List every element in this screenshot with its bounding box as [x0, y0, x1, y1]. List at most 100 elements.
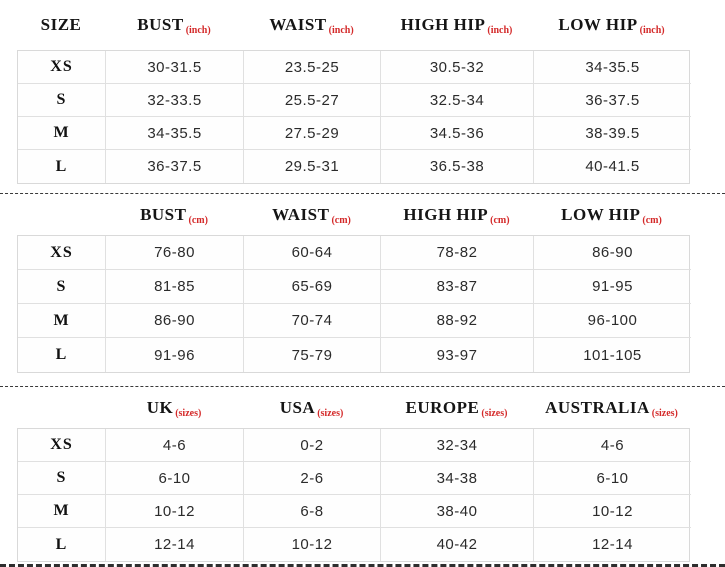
data-cell: 6-10 — [106, 462, 244, 495]
data-cell: 30.5-32 — [381, 51, 534, 84]
unit-label: (sizes) — [175, 407, 202, 419]
data-cell: 34-38 — [381, 462, 534, 495]
header-label: USA — [279, 397, 316, 417]
data-cell: 93-97 — [381, 338, 534, 372]
data-cell: 70-74 — [244, 304, 381, 338]
data-cell: 36.5-38 — [381, 150, 534, 183]
data-cell: 86-90 — [534, 236, 691, 270]
section-cm: BUST (cm) WAIST (cm) HIGH HIP (cm) LOW HIP(… — [0, 194, 725, 373]
header-label: BUST — [140, 204, 187, 224]
size-cell: L — [18, 528, 106, 561]
unit-label: (cm) — [331, 214, 351, 226]
data-cell: 23.5-25 — [244, 51, 381, 84]
column-header-waist-inch: WAIST (inch) — [243, 15, 380, 36]
unit-label: (sizes) — [317, 407, 344, 419]
size-cell: S — [18, 270, 106, 304]
data-cell: 6-8 — [244, 495, 381, 528]
size-cell: XS — [18, 429, 106, 462]
unit-label: (sizes) — [481, 407, 508, 419]
data-cell: 75-79 — [244, 338, 381, 372]
column-header-lowhip-cm: LOW HIP (cm) — [533, 204, 690, 226]
data-cell: 0-2 — [244, 429, 381, 462]
data-cell: 10-12 — [244, 528, 381, 561]
data-cell: 88-92 — [381, 304, 534, 338]
unit-label: (inch) — [639, 25, 665, 36]
header-row-cm: BUST (cm) WAIST (cm) HIGH HIP (cm) LOW HIP(… — [17, 194, 725, 235]
data-cell: 60-64 — [244, 236, 381, 270]
data-cell: 38-39.5 — [534, 117, 691, 150]
header-label: SIZE — [40, 15, 82, 34]
header-label: HIGH HIP — [403, 204, 489, 224]
data-cell: 34-35.5 — [106, 117, 244, 150]
data-cell: 101-105 — [583, 346, 642, 364]
data-cell: 2-6 — [244, 462, 381, 495]
column-header-australia: AUSTRALIA (sizes) — [533, 397, 690, 419]
size-cell: S — [18, 462, 106, 495]
data-cell: 4-6 — [106, 429, 244, 462]
header-label: LOW HIP — [561, 204, 641, 224]
header-label: WAIST — [269, 15, 327, 34]
header-label: EUROPE — [405, 397, 480, 417]
section-inches: SIZE BUST (inch) WAIST (inch) HIGH HIP (inc… — [0, 0, 725, 184]
column-header-usa: USA (sizes) — [243, 397, 380, 419]
header-label: BUST — [137, 15, 184, 34]
column-header-highhip-inch: HIGH HIP (inch) — [380, 15, 533, 36]
data-cell: 12-14 — [592, 536, 633, 553]
header-label: LOW HIP — [558, 15, 638, 34]
data-cell: 40-41.5 — [585, 158, 640, 175]
header-row-inches: SIZE BUST (inch) WAIST (inch) HIGH HIP (inc… — [17, 0, 725, 50]
size-cell: S — [18, 84, 106, 117]
data-cell: 81-85 — [106, 270, 244, 304]
data-cell: 25.5-27 — [244, 84, 381, 117]
table-international: XS 4-6 0-2 32-34 4-6 S 6-10 2-6 34-38 6-… — [17, 428, 691, 562]
section-international: UK (sizes) USA (sizes) EUROPE (sizes) AUSTR… — [0, 387, 725, 562]
data-cell: 34-35.5 — [534, 51, 691, 84]
header-label: WAIST — [272, 204, 330, 224]
unit-label: (inch) — [328, 25, 354, 36]
column-header-bust-cm: BUST (cm) — [105, 204, 243, 226]
column-header-highhip-cm: HIGH HIP (cm) — [380, 204, 533, 226]
header-row-international: UK (sizes) USA (sizes) EUROPE (sizes) AUSTR… — [17, 387, 725, 428]
data-cell: 36-37.5 — [534, 84, 691, 117]
data-cell: 29.5-31 — [244, 150, 381, 183]
data-cell: 91-96 — [106, 338, 244, 372]
unit-label: (cm) — [642, 214, 662, 226]
size-cell: M — [18, 117, 106, 150]
data-cell: 83-87 — [381, 270, 534, 304]
column-header-europe: EUROPE (sizes) — [380, 397, 533, 419]
size-cell: L — [18, 338, 106, 372]
size-cell: XS — [18, 51, 106, 84]
data-cell: 96-100 — [534, 304, 691, 338]
size-cell: M — [18, 495, 106, 528]
data-cell: 86-90 — [106, 304, 244, 338]
data-cell: 32-34 — [381, 429, 534, 462]
data-cell: 32.5-34 — [381, 84, 534, 117]
data-cell: 12-14 — [106, 528, 244, 561]
data-cell: 78-82 — [381, 236, 534, 270]
data-cell: 40-42 — [381, 528, 534, 561]
data-cell: 27.5-29 — [244, 117, 381, 150]
data-cell: 34.5-36 — [381, 117, 534, 150]
size-cell: M — [18, 304, 106, 338]
table-inches: XS 30-31.5 23.5-25 30.5-32 34-35.5 S 32-… — [17, 50, 691, 184]
column-header-bust-inch: BUST (inch) — [105, 15, 243, 36]
section-divider — [0, 386, 725, 387]
data-cell: 10-12 — [534, 495, 691, 528]
data-cell: 30-31.5 — [106, 51, 244, 84]
header-label: AUSTRALIA — [545, 397, 650, 417]
column-header-uk: UK (sizes) — [105, 397, 243, 419]
unit-label: (cm) — [490, 214, 510, 226]
column-header-waist-cm: WAIST (cm) — [243, 204, 380, 226]
data-cell: 91-95 — [534, 270, 691, 304]
data-cell: 10-12 — [106, 495, 244, 528]
data-cell: 6-10 — [534, 462, 691, 495]
unit-label: (sizes) — [651, 407, 678, 419]
column-header-size: SIZE — [17, 15, 105, 35]
unit-label: (inch) — [487, 25, 513, 36]
header-label: UK — [146, 397, 174, 417]
data-cell: 32-33.5 — [106, 84, 244, 117]
data-cell: 36-37.5 — [106, 150, 244, 183]
header-label: HIGH HIP — [400, 15, 486, 34]
data-cell: 38-40 — [381, 495, 534, 528]
